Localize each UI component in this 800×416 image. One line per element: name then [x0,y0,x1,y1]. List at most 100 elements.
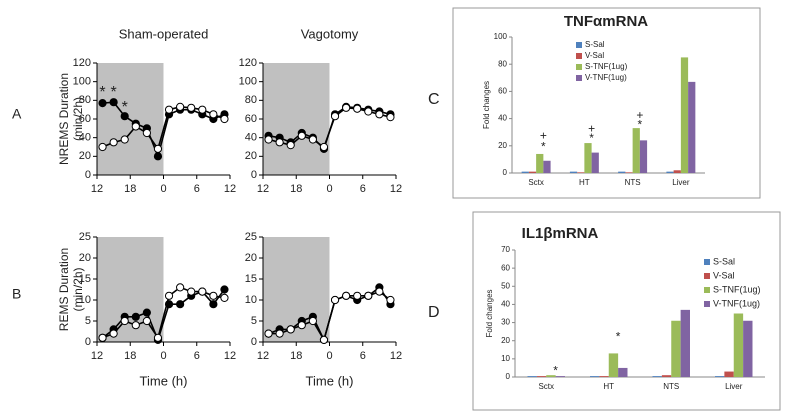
data-point [386,113,395,122]
panel-frame [472,211,781,411]
panel-letter: C [428,91,440,108]
bar [680,57,689,173]
data-point [275,329,284,338]
legend-label: S-TNF(1ug) [585,62,628,71]
y-tick-label: 20 [245,252,257,264]
data-point [109,138,118,147]
y-tick-label: 20 [501,336,510,345]
y-axis-label: Fold changes [482,81,491,129]
data-point [308,135,317,144]
annotation: * [111,84,117,101]
x-tick-label: 12 [224,350,236,362]
y-tick-label: 5 [85,315,91,327]
panel-letter: B [12,286,21,302]
y-tick-label: 80 [79,94,91,106]
legend-swatch [704,287,710,293]
x-tick-label: 18 [290,183,302,195]
data-point [153,152,163,161]
data-point [286,141,295,150]
x-tick-label: 6 [194,350,200,362]
x-tick-label: 12 [257,350,269,362]
x-axis-label: Time (h) [306,373,354,388]
bar [527,376,537,377]
y-tick-label: 20 [498,141,507,150]
bar [577,172,585,173]
data-point [364,107,373,116]
bar [528,171,537,173]
y-tick-label: 70 [501,245,510,254]
panel-frame [452,7,761,199]
bar [536,376,547,377]
legend-label: V-TNF(1ug) [713,298,760,308]
y-tick-label: 0 [251,336,257,348]
y-tick-label: 40 [79,132,91,144]
x-axis-label: Time (h) [140,373,188,388]
bar [639,140,648,173]
bar [673,170,681,173]
panel-title: Sham-operated [119,26,209,41]
data-point [153,333,163,342]
bar [715,376,725,377]
legend-swatch [704,273,710,279]
data-point [308,316,317,326]
y-tick-label: 10 [79,294,91,306]
data-point [209,300,218,309]
panel-letter: A [12,106,22,122]
data-point [98,99,107,108]
x-tick-label: 18 [124,350,136,362]
x-tick-label: 12 [91,183,103,195]
bar [661,375,672,377]
bar [590,376,600,377]
bar [608,353,619,377]
bar [632,128,640,173]
x-tick-label: Liver [725,382,743,391]
y-tick-label: 60 [245,113,257,125]
data-point [98,142,107,152]
bar [555,376,565,377]
x-tick-label: 0 [160,350,166,362]
y-axis-label: NREMS Duration [57,73,71,165]
data-point [375,287,384,296]
y-tick-label: 80 [498,59,507,68]
annotation: * [616,329,621,343]
data-point [164,105,174,114]
x-tick-label: NTS [663,382,679,391]
legend-label: V-TNF(1ug) [585,73,627,82]
bar [680,309,690,377]
legend-swatch [576,53,582,59]
bar [569,171,578,173]
y-tick-label: 40 [501,300,510,309]
bar [521,171,529,173]
x-tick-label: 12 [91,350,103,362]
x-tick-label: 0 [160,183,166,195]
data-point [164,291,174,300]
y-tick-label: 25 [79,231,91,243]
x-tick-label: 6 [360,350,366,362]
bar [546,375,556,377]
bar [733,313,744,377]
y-axis-label: REMS Duration [57,248,71,331]
legend-label: V-Sal [713,270,735,280]
data-point [330,295,340,305]
x-tick-label: 6 [194,183,200,195]
y-axis-label: (min/2h) [71,97,85,141]
x-tick-label: 0 [326,350,332,362]
data-point [353,291,362,300]
data-point [297,131,306,140]
annotation: * [122,99,128,116]
data-point [319,335,329,344]
y-tick-label: 40 [498,114,507,123]
dark-period [263,237,330,342]
data-point [142,128,151,138]
data-point [342,291,351,300]
x-tick-label: NTS [625,178,641,187]
y-tick-label: 50 [501,281,510,290]
data-point [364,291,373,300]
bar [724,371,734,377]
y-tick-label: 0 [251,169,257,181]
bar [652,376,662,377]
y-tick-label: 15 [245,273,257,285]
data-point [297,321,306,330]
x-tick-label: 6 [360,183,366,195]
x-tick-label: 18 [290,350,302,362]
